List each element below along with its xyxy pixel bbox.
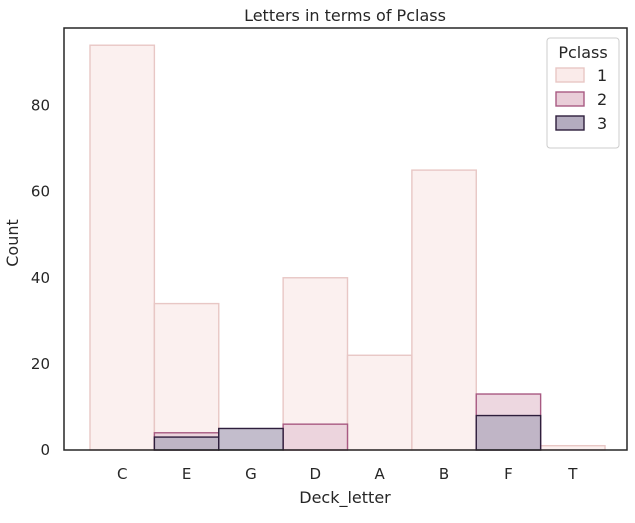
x-axis-label: Deck_letter bbox=[299, 488, 391, 508]
legend-label-2: 2 bbox=[597, 90, 607, 109]
y-tick-80: 80 bbox=[31, 97, 50, 115]
plot-frame bbox=[63, 27, 628, 451]
legend-items: 1 2 3 bbox=[555, 66, 607, 133]
chart-title: Letters in terms of Pclass bbox=[244, 6, 446, 25]
legend-label-3: 3 bbox=[597, 114, 607, 133]
legend-title: Pclass bbox=[558, 43, 607, 62]
bar-pclass-3-E bbox=[153, 436, 220, 451]
legend-swatch-1 bbox=[555, 67, 585, 83]
x-tick-C: C bbox=[117, 465, 127, 483]
bar-pclass-2-D bbox=[282, 423, 349, 451]
x-tick-B: B bbox=[439, 465, 449, 483]
bar-pclass-1-E bbox=[153, 302, 220, 451]
bar-pclass-1-B bbox=[411, 169, 477, 451]
bar-pclass-3-G bbox=[218, 427, 284, 451]
y-tick-labels: 0 20 40 60 80 bbox=[31, 97, 50, 459]
x-tick-G: G bbox=[245, 465, 257, 483]
legend: Pclass 1 2 3 bbox=[546, 37, 620, 149]
x-tick-D: D bbox=[310, 465, 322, 483]
bar-pclass-1-D bbox=[282, 277, 349, 451]
x-tick-E: E bbox=[182, 465, 191, 483]
bar-pclass-1-C bbox=[89, 44, 156, 451]
y-tick-20: 20 bbox=[31, 355, 50, 373]
x-tick-T: T bbox=[567, 465, 578, 483]
x-tick-A: A bbox=[375, 465, 386, 483]
y-tick-0: 0 bbox=[40, 441, 50, 459]
legend-swatch-3 bbox=[555, 115, 585, 131]
bars-layer bbox=[89, 44, 606, 451]
y-tick-60: 60 bbox=[31, 183, 50, 201]
legend-label-1: 1 bbox=[597, 66, 607, 85]
y-axis-label: Count bbox=[3, 219, 22, 267]
bar-pclass-1-A bbox=[346, 354, 413, 451]
y-tick-40: 40 bbox=[31, 269, 50, 287]
x-tick-F: F bbox=[504, 465, 513, 483]
legend-swatch-2 bbox=[555, 91, 585, 107]
bar-pclass-3-F bbox=[475, 414, 542, 451]
